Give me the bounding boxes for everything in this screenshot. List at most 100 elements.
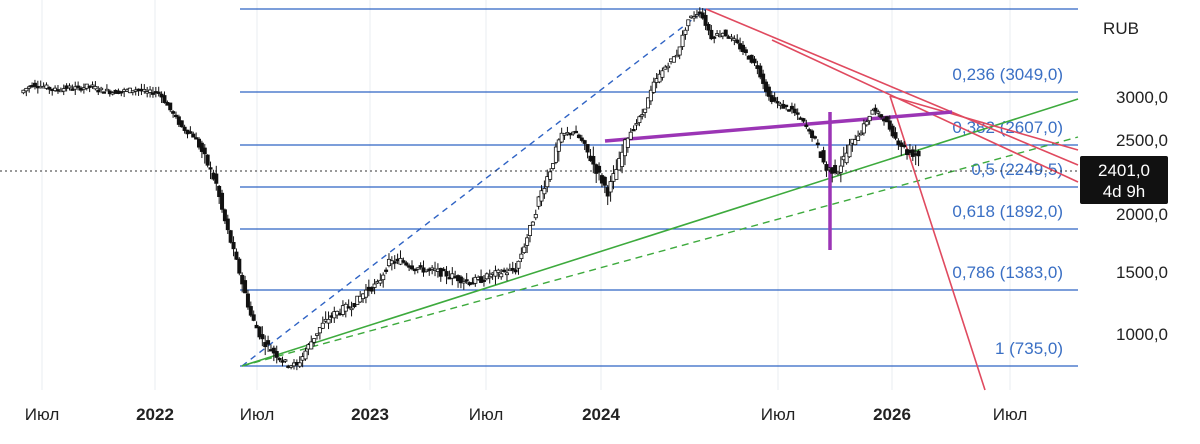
candle-body xyxy=(220,192,225,210)
candle-body xyxy=(663,66,668,70)
candle-body xyxy=(168,102,173,111)
candle-body xyxy=(274,351,279,358)
candle-body xyxy=(853,139,858,146)
last-price-value: 2401,0 xyxy=(1098,161,1150,180)
candle-body xyxy=(856,135,861,141)
candle-body xyxy=(312,338,317,343)
candle-body xyxy=(844,152,849,164)
candle-body xyxy=(810,130,815,138)
candle-body xyxy=(879,114,884,118)
candle-body xyxy=(93,86,98,90)
candle-body xyxy=(608,181,613,193)
candle-body xyxy=(349,307,354,311)
vertical-gridlines xyxy=(41,0,1011,390)
candle-body xyxy=(317,327,322,334)
candle-body xyxy=(179,120,184,128)
candle-body xyxy=(671,56,676,63)
fib-level-label: 0,618 (1892,0) xyxy=(952,202,1063,221)
candle-body xyxy=(401,260,406,263)
candle-body xyxy=(208,167,213,170)
x-tick-label: 2023 xyxy=(351,405,389,424)
candle-body xyxy=(510,267,515,271)
currency-label: RUB xyxy=(1103,19,1139,38)
candle-body xyxy=(320,322,325,329)
candle-body xyxy=(648,89,653,102)
y-tick-label: 1000,0 xyxy=(1116,325,1168,344)
candle-body xyxy=(277,357,282,361)
last-price-badge: 2401,0 4d 9h xyxy=(1080,156,1168,204)
candle-body xyxy=(787,109,792,112)
candle-body xyxy=(709,29,714,40)
candle-body xyxy=(496,269,501,273)
candle-body xyxy=(381,274,386,281)
candle-body xyxy=(346,306,351,309)
candle-body xyxy=(893,132,898,139)
resistance-line-2 xyxy=(771,39,1079,183)
x-tick-label: 2022 xyxy=(136,405,174,424)
candle-body xyxy=(352,303,357,308)
candle-body xyxy=(464,279,469,282)
candle-body xyxy=(551,163,556,169)
candle-body xyxy=(245,293,250,308)
candle-body xyxy=(761,73,766,84)
candle-body xyxy=(222,209,227,222)
candle-body xyxy=(194,137,199,140)
candle-body xyxy=(910,149,915,157)
candle-body xyxy=(504,272,509,276)
candle-body xyxy=(620,151,625,167)
candle-body xyxy=(712,36,717,39)
candle-body xyxy=(634,123,639,126)
candle-body xyxy=(205,154,210,166)
candle-body xyxy=(528,225,533,236)
candle-body xyxy=(260,334,265,340)
y-tick-label: 3000,0 xyxy=(1116,88,1168,107)
candle-body xyxy=(199,142,204,152)
candle-body xyxy=(202,147,207,155)
candle-body xyxy=(861,123,866,134)
candle-body xyxy=(631,129,636,132)
candle-body xyxy=(539,190,544,202)
candle-body xyxy=(559,132,564,143)
fib-level-label: 0,236 (3049,0) xyxy=(952,65,1063,84)
candle-body xyxy=(240,274,245,285)
candle-body xyxy=(171,111,176,114)
candle-body xyxy=(378,279,383,284)
candle-body xyxy=(90,84,95,87)
candle-body xyxy=(884,116,889,123)
candle-body xyxy=(182,126,187,131)
candle-body xyxy=(660,70,665,78)
candle-body xyxy=(369,287,374,292)
candle-body xyxy=(562,133,567,136)
candle-body xyxy=(73,86,78,90)
candle-body xyxy=(214,173,219,184)
candle-body xyxy=(824,164,829,171)
candle-body xyxy=(766,86,771,97)
candle-body xyxy=(858,132,863,136)
candle-body xyxy=(680,34,685,47)
candle-body xyxy=(76,85,81,88)
candle-body xyxy=(542,188,547,195)
candle-body xyxy=(637,116,642,124)
candle-body xyxy=(409,265,414,270)
fibonacci-levels: 0,236 (3049,0)0,382 (2607,0)0,5 (2249,5)… xyxy=(240,8,1078,367)
candle-body xyxy=(807,129,812,132)
candle-body xyxy=(640,114,645,117)
candle-body xyxy=(27,86,32,89)
candle-body xyxy=(548,171,553,180)
candle-body xyxy=(789,105,794,110)
candle-body xyxy=(553,146,558,163)
fib-level-label: 0,786 (1383,0) xyxy=(952,263,1063,282)
candle-body xyxy=(404,262,409,266)
candle-body xyxy=(384,269,389,272)
candle-body xyxy=(191,133,196,138)
candle-body xyxy=(473,276,478,284)
candle-body xyxy=(752,58,757,64)
candle-body xyxy=(70,88,75,91)
candle-body xyxy=(438,267,443,277)
candle-body xyxy=(418,265,423,268)
candle-body xyxy=(412,268,417,272)
candle-body xyxy=(96,90,101,93)
candle-body xyxy=(870,109,875,115)
candle-body xyxy=(150,92,155,95)
candle-body xyxy=(441,268,446,272)
